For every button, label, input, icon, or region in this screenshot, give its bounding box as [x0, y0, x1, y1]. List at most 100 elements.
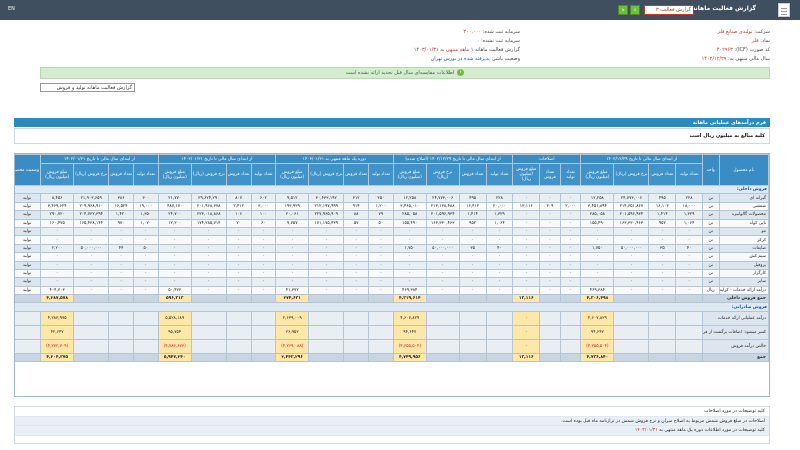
amount-cell: ۵,۵۲۸,۱۸۹ — [157, 310, 192, 326]
table-cell: ۲۱,۹۰۳,۶۵۹ — [73, 193, 110, 203]
table-cell: ۳۰۰ — [132, 193, 159, 203]
table-cell: ۸,۴۵۶ — [40, 193, 75, 203]
table-cell: ۰ — [225, 252, 252, 262]
table-cell: ۰ — [132, 235, 159, 245]
table-cell: ۰ — [458, 226, 487, 237]
revenue-table-container[interactable]: نام محصول واحد از ابتدای سال مالی تا تار… — [14, 153, 770, 397]
section-row-export: فروش صادراتی: — [15, 302, 769, 312]
table-row[interactable]: گیرانه ای تن ۲۲۸ ۴۹۵ ۲۴,۷۷۳,۰۰۶ ۱۲,۲۵۸ ۰ ۰ ۰ ۲۲۸ ۴… — [15, 193, 769, 203]
table-cell: ۱,۷۵۰ — [580, 243, 615, 254]
amount-cell: ۲,۶۳۹,۰۰۹ — [275, 310, 310, 326]
table-row[interactable]: شمشی تن ۱۸,۰۰۰ ۱۶,۱۰۳ ۲۱۴,۳۵۱,۸۶۷ ۳,۴۵۱,۸۹۴ ۲,… — [15, 201, 769, 212]
table-cell: ۱۷۴,۲۸۵,۷۱۴ — [190, 218, 227, 228]
table-cell: ۰ — [485, 226, 514, 237]
table-cell: ۰ — [40, 252, 75, 262]
table-cell: ۱۳,۱۱۶ — [512, 201, 541, 212]
prev-button[interactable]: ‹ — [618, 5, 628, 15]
product-status: تولید — [15, 285, 42, 296]
empty-cell — [308, 294, 345, 304]
report-subtype-select[interactable]: گزارش فعالیت ماهانه تولید و فروش — [40, 83, 135, 92]
table-row[interactable]: ضایعات تن ۴۰ ۳۵ ۵۰,۰۰۰,۰۰۰ ۱,۷۵۰ ۰ ۰ ۰ ۴۰ ۳۵ ۵۰,۰۰۰… — [15, 243, 769, 254]
revenue-table: نام محصول واحد از ابتدای سال مالی تا تار… — [15, 154, 769, 363]
empty-cell — [425, 294, 460, 304]
footer-notes: کلیه توضیحات در مورد اصلاحات اصلاحات در … — [14, 406, 770, 444]
table-cell: ۱۲,۲۰۰ — [157, 218, 192, 228]
table-row[interactable]: سیم کش تن ۰ ۰ ۰ ۰ ۰ ۰ ۰ ۰ ۰ ۰ ۰ ۰ ۰ ۰ ۰ ۰ ۰ ۰ ۰ ۰ ۰ ۰ ۰ تولید — [15, 252, 769, 262]
table-cell: ۰ — [539, 218, 561, 228]
language-link[interactable]: EN — [8, 6, 15, 12]
empty-cell — [250, 352, 277, 363]
table-cell: ۰ — [425, 277, 460, 287]
amount-cell: ۴۲,۶۴۷ — [40, 324, 75, 340]
subheader-cell: تعداد تولید — [675, 163, 704, 186]
empty-cell — [108, 352, 134, 363]
empty-cell — [539, 324, 561, 340]
empty-cell — [559, 310, 582, 326]
table-cell: ۲۳۳,۰۱۸,۸۶۸ — [190, 210, 227, 220]
table-cell: ۰ — [132, 268, 159, 279]
table-cell: ۰ — [368, 252, 394, 262]
table-cell: ۶۰۲ — [250, 193, 277, 203]
table-cell: ۰ — [132, 277, 159, 287]
table-cell: ۰ — [368, 285, 394, 296]
document-icon — [778, 3, 790, 17]
amount-cell: ۴,۳۱۹,۶۱۴ — [392, 294, 427, 304]
table-cell: ۰ — [343, 226, 369, 237]
table-cell: ۰ — [648, 285, 677, 296]
report-type-select[interactable]: گزارش فعالیت ۳ — [644, 5, 694, 15]
amount-cell: (۴,۲۵۵,۵۰۴) — [392, 338, 427, 354]
empty-cell — [539, 352, 561, 363]
table-row[interactable]: کارگزار تن ۰ ۰ ۰ ۰ ۰ ۰ ۰ ۰ ۰ ۰ ۰ ۰ ۰ ۰ ۰ ۰ ۰ ۰ ۰ ۰ ۰ ۰ ۰ تولید — [15, 268, 769, 279]
table-cell: ۰ — [392, 268, 427, 279]
empty-cell — [648, 338, 677, 354]
table-cell: ۵۰,۰۰۰,۰۰۰ — [73, 243, 110, 254]
empty-cell — [132, 352, 159, 363]
amount-cell: ۱۳,۱۱۶ — [512, 294, 541, 304]
table-cell: ۰ — [485, 277, 514, 287]
table-cell: ۰ — [613, 235, 650, 245]
table-cell: ۵۷ — [343, 218, 369, 228]
table-row[interactable]: ناپی کولد تن ۱,۰۶۴ ۹۵۲ ۱۶۳,۳۳۰,۴۶۳ ۱۵۵,۴۹۰ ۰ ۰ ۰… — [15, 218, 769, 228]
table-cell: ۰ — [675, 235, 704, 245]
table-row[interactable]: پروفیل تن ۰ ۰ ۰ ۰ ۰ ۰ ۰ ۰ ۰ ۰ ۰ ۰ ۰ ۰ ۰ ۰ ۰ ۰ ۰ ۰ ۰ ۰ ۰ تولید — [15, 260, 769, 270]
section-label-export: فروش صادراتی: — [15, 302, 769, 312]
amount-cell: (۴,۲۶۹,۰۸۸) — [275, 338, 310, 354]
table-cell: ۰ — [308, 243, 345, 254]
table-row[interactable]: کرکر تن ۰ ۰ ۰ ۰ ۰ ۰ ۰ ۰ ۰ ۰ ۰ ۰ ۰ ۰ ۰ ۰ ۰ ۰ ۰ ۰ ۰ ۰ ۰ تولید — [15, 235, 769, 245]
symbol-value[interactable]: فلز — [751, 38, 759, 44]
empty-cell — [190, 294, 227, 304]
table-cell: ۰ — [157, 277, 192, 287]
next-button[interactable]: › — [630, 5, 640, 15]
table-cell: ۲۰۱,۹۶۸,۳۷۸ — [190, 201, 227, 212]
table-cell: ۰ — [308, 252, 345, 262]
company-value: تولیدی صنایع فلز — [717, 29, 753, 35]
table-cell: ۱,۴۱۴ — [458, 210, 487, 220]
table-row[interactable]: مو تن ۰ ۰ ۰ ۰ ۰ ۰ ۰ ۰ ۰ ۰ ۰ ۰ ۰ ۰ ۰ ۰ ۰ ۰ ۰ ۰ ۰ ۰ ۰ تولید — [15, 226, 769, 237]
table-row[interactable]: درآمد ارائه خدمات - کرایه حملریال۰۰۰۴۶۹,… — [15, 285, 769, 296]
table-cell: ۰ — [559, 260, 582, 270]
table-cell: ۰ — [73, 277, 110, 287]
amount-cell: ۴,۷۳۶,۸۴۰ — [580, 352, 615, 363]
product-unit: تن — [702, 260, 720, 270]
table-row[interactable]: سایر تن ۰ ۰ ۰ ۰ ۰ ۰ ۰ ۰ ۰ ۰ ۰ ۰ ۰ ۰ ۰ ۰ ۰ ۰ ۰ ۰ ۰ ۰ ۰ تولید — [15, 277, 769, 287]
section-title: فرم درآمد‌های عملیاتی ماهانه — [14, 118, 770, 127]
table-cell: ۰ — [675, 226, 704, 237]
amount-cell: ۰ — [512, 324, 541, 340]
product-status: تولید — [15, 260, 42, 270]
table-cell: ۲۲۸ — [675, 193, 704, 203]
table-cell: ۱,۴۲۰ — [108, 210, 134, 220]
table-cell: ۱۵۵,۴۹۰ — [392, 218, 427, 228]
empty-cell — [425, 310, 460, 326]
product-name: ناپی کولد — [718, 218, 769, 228]
empty-cell — [539, 338, 561, 354]
table-cell: ۰ — [40, 235, 75, 245]
table-cell: ۲۱۳,۱۳۸,۴۸۸ — [425, 201, 460, 212]
table-row[interactable]: محصولات گالوانیزه تن ۱,۳۲۹ ۱,۴۱۴ ۲۰۱,۵۹۶,۹۳۴… — [15, 210, 769, 220]
table-cell: ۳۰۹ — [539, 201, 561, 212]
unregistered-capital-label: سرمایه ثبت نشده: — [481, 38, 520, 44]
table-cell: ۱۶,۵۲۴ — [108, 201, 134, 212]
table-cell: ۰ — [343, 252, 369, 262]
table-cell: ۲۹,۶۲۴,۲۹۰ — [190, 193, 227, 203]
table-cell: ۰ — [73, 226, 110, 237]
table-cell: ۰ — [559, 285, 582, 296]
